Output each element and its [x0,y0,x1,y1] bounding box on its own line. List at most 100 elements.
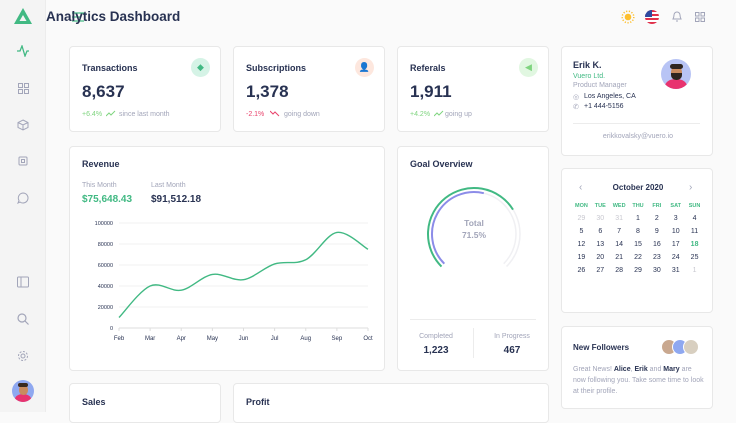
y-tick-label: 40000 [98,284,113,290]
stat-change: +4.2% [410,111,430,118]
calendar-day-today[interactable]: 18 [685,241,704,248]
x-tick-label: Oct [363,336,373,342]
completed-value: 1,223 [398,345,474,356]
user-plus-icon: 👤 [355,58,374,77]
stat-card: Subscriptions 👤 1,378 -2.1% going down [233,46,385,132]
calendar-day[interactable]: 7 [610,228,629,235]
trend-up-icon [434,110,444,117]
logo-icon[interactable] [13,7,33,25]
calendar-day[interactable]: 24 [666,254,685,261]
calendar-day[interactable]: 29 [629,267,648,274]
x-tick-label: May [207,336,218,342]
stat-note: going up [445,111,472,118]
calendar-day[interactable]: 25 [685,254,704,261]
next-month-button[interactable]: › [689,182,692,193]
calendar-day[interactable]: 16 [647,241,666,248]
gauge-value: 71.5% [398,230,550,240]
calendar-day[interactable]: 9 [647,228,666,235]
calendar-day[interactable]: 31 [666,267,685,274]
profile-company[interactable]: Vuero Ltd. [573,73,605,80]
calendar-day[interactable]: 26 [572,267,591,274]
activity-icon[interactable] [13,41,33,61]
grid-icon[interactable] [13,78,33,98]
follower-avatar-mary[interactable] [683,339,699,355]
calendar-day-other[interactable]: 31 [610,215,629,222]
us-flag-icon[interactable] [645,10,659,24]
profile-role: Product Manager [573,82,627,89]
calendar-day[interactable]: 3 [666,215,685,222]
calendar-day[interactable]: 23 [647,254,666,261]
x-tick-label: Apr [177,336,186,342]
message-icon[interactable] [13,188,33,208]
weekday-label: THU [629,203,648,209]
x-tick-label: Mar [145,336,155,342]
calendar-day[interactable]: 13 [591,241,610,248]
avatar[interactable] [12,380,34,402]
goal-title: Goal Overview [410,159,473,169]
calendar-day-other[interactable]: 29 [572,215,591,222]
cpu-icon[interactable] [13,151,33,171]
calendar-day[interactable]: 1 [629,215,648,222]
x-tick-label: Jun [239,336,249,342]
calendar-day[interactable]: 17 [666,241,685,248]
weekday-label: TUE [591,203,610,209]
sidebar [0,0,46,412]
calendar-day[interactable]: 5 [572,228,591,235]
calendar-day[interactable]: 10 [666,228,685,235]
location-icon: ◎ [573,93,579,101]
calendar-day[interactable]: 30 [647,267,666,274]
stat-value: 8,637 [82,82,125,102]
profit-title: Profit [246,397,270,407]
profile-name: Erik K. [573,60,602,70]
calendar-day[interactable]: 4 [685,215,704,222]
calendar-day[interactable]: 21 [610,254,629,261]
apps-icon[interactable] [695,12,705,22]
x-tick-label: Jul [271,336,279,342]
calendar-day[interactable]: 2 [647,215,666,222]
calendar-day[interactable]: 15 [629,241,648,248]
revenue-card: Revenue This Month $75,648.43 Last Month… [69,146,385,371]
calendar-day[interactable]: 8 [629,228,648,235]
weekday-label: WED [610,203,629,209]
box-icon[interactable] [13,115,33,135]
calendar-day[interactable]: 27 [591,267,610,274]
stat-note: since last month [119,111,170,118]
megaphone-icon: ◀ [519,58,538,77]
profile-location: Los Angeles, CA [584,93,636,100]
calendar-day[interactable]: 12 [572,241,591,248]
bell-icon[interactable] [671,10,683,23]
calendar-day[interactable]: 19 [572,254,591,261]
profile-email[interactable]: erikkovalsky@vuero.io [562,133,714,140]
calendar-day-other[interactable]: 30 [591,215,610,222]
weekday-label: MON [572,203,591,209]
x-tick-label: Feb [114,336,125,342]
stat-title: Transactions [82,63,138,73]
followers-text: Great News! Alice, Erik and Mary are now… [573,364,705,397]
progress-value: 467 [474,345,550,356]
calendar-day-other[interactable]: 1 [685,267,704,274]
calendar-day[interactable]: 6 [591,228,610,235]
search-icon[interactable] [13,309,33,329]
calendar-day[interactable]: 11 [685,228,704,235]
sidebar-icon[interactable] [13,272,33,292]
trend-down-icon [270,110,280,117]
calendar-day[interactable]: 28 [610,267,629,274]
y-tick-label: 20000 [98,305,113,311]
x-tick-label: Aug [300,336,311,342]
weekday-label: SUN [685,203,704,209]
followers-card: New Followers Great News! Alice, Erik an… [561,326,713,409]
revenue-line [119,232,368,317]
y-tick-label: 80000 [98,242,113,248]
calendar-day[interactable]: 22 [629,254,648,261]
sales-card: Sales [69,383,221,423]
trend-up-icon [106,110,116,117]
settings-icon[interactable] [13,346,33,366]
weekday-label: SAT [666,203,685,209]
sun-icon[interactable] [621,10,635,24]
calendar-day[interactable]: 20 [591,254,610,261]
calendar-day[interactable]: 14 [610,241,629,248]
stat-title: Referals [410,63,446,73]
y-tick-label: 0 [110,326,113,332]
